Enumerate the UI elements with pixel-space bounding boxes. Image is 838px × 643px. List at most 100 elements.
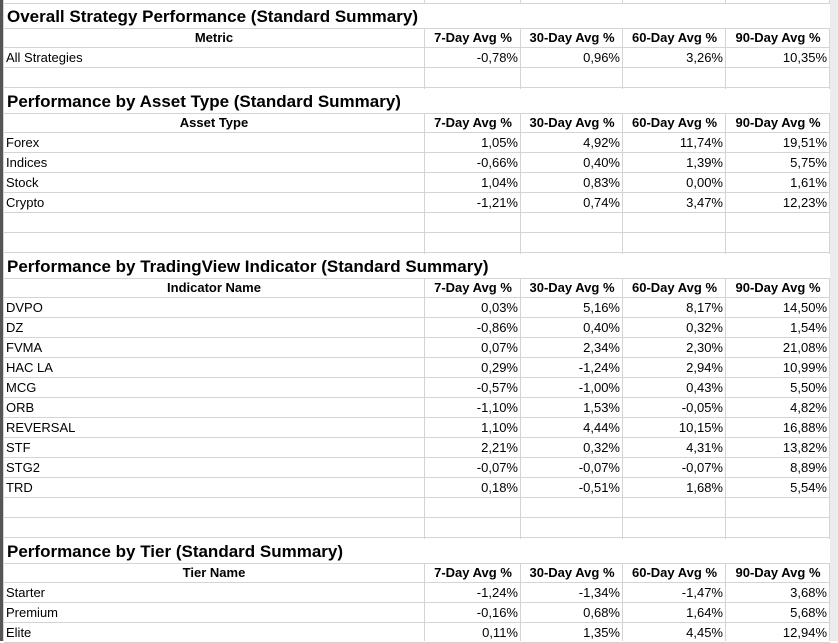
value-cell[interactable]: 0,32%	[583, 440, 620, 455]
value-cell[interactable]: -0,05%	[681, 400, 723, 415]
value-cell[interactable]: 4,45%	[686, 625, 723, 640]
empty-row[interactable]	[4, 213, 830, 233]
value-cell[interactable]: 3,68%	[790, 585, 827, 600]
value-cell[interactable]: 0,32%	[686, 320, 723, 335]
value-cell[interactable]: -1,24%	[476, 585, 518, 600]
value-cell[interactable]: 1,64%	[686, 605, 723, 620]
value-cell[interactable]: 0,68%	[583, 605, 620, 620]
value-cell[interactable]: 10,35%	[782, 50, 827, 65]
section-title-row[interactable]: Performance by Tier (Standard Summary)	[4, 539, 830, 564]
value-cell[interactable]: -0,07%	[681, 460, 723, 475]
value-cell[interactable]: -1,00%	[578, 380, 620, 395]
table-row[interactable]: REVERSAL 1,10% 4,44% 10,15% 16,88%	[4, 418, 830, 438]
table-row[interactable]: Crypto -1,21% 0,74% 3,47% 12,23%	[4, 193, 830, 213]
value-cell[interactable]: 2,34%	[583, 340, 620, 355]
empty-row[interactable]	[4, 498, 830, 518]
value-cell[interactable]: 12,23%	[782, 195, 827, 210]
value-cell[interactable]: 3,47%	[686, 195, 723, 210]
value-cell[interactable]: 2,21%	[481, 440, 518, 455]
table-row[interactable]: Starter -1,24% -1,34% -1,47% 3,68%	[4, 583, 830, 603]
empty-row[interactable]	[4, 233, 830, 253]
value-cell[interactable]: 0,00%	[686, 175, 723, 190]
column-header-row[interactable]: Indicator Name 7-Day Avg % 30-Day Avg % 60-…	[4, 278, 830, 298]
value-cell[interactable]: 0,18%	[481, 480, 518, 495]
value-cell[interactable]: 12,94%	[782, 625, 827, 640]
value-cell[interactable]: 21,08%	[782, 340, 827, 355]
value-cell[interactable]: -0,86%	[476, 320, 518, 335]
table-row[interactable]: Indices -0,66% 0,40% 1,39% 5,75%	[4, 153, 830, 173]
table-row[interactable]: ORB -1,10% 1,53% -0,05% 4,82%	[4, 398, 830, 418]
table-row[interactable]: All Strategies -0,78% 0,96% 3,26% 10,35%	[4, 48, 830, 68]
value-cell[interactable]: -1,10%	[476, 400, 518, 415]
value-cell[interactable]: 4,82%	[790, 400, 827, 415]
value-cell[interactable]: 11,74%	[679, 135, 723, 150]
value-cell[interactable]: 0,74%	[583, 195, 620, 210]
value-cell[interactable]: -1,24%	[578, 360, 620, 375]
value-cell[interactable]: -0,07%	[578, 460, 620, 475]
value-cell[interactable]: 1,35%	[583, 625, 620, 640]
value-cell[interactable]: 1,54%	[790, 320, 827, 335]
column-header-row[interactable]: Tier Name 7-Day Avg % 30-Day Avg % 60-Day A…	[4, 563, 830, 583]
table-row[interactable]: DZ -0,86% 0,40% 0,32% 1,54%	[4, 318, 830, 338]
value-cell[interactable]: 5,68%	[790, 605, 827, 620]
section-title-row[interactable]: Overall Strategy Performance (Standard S…	[4, 4, 830, 29]
table-row[interactable]: STG2 -0,07% -0,07% -0,07% 8,89%	[4, 458, 830, 478]
table-row[interactable]: Elite 0,11% 1,35% 4,45% 12,94%	[4, 623, 830, 643]
value-cell[interactable]: 5,16%	[583, 300, 620, 315]
section-title-row[interactable]: Performance by TradingView Indicator (St…	[4, 254, 830, 279]
value-cell[interactable]: -1,21%	[476, 195, 518, 210]
table-row[interactable]: DVPO 0,03% 5,16% 8,17% 14,50%	[4, 298, 830, 318]
value-cell[interactable]: 14,50%	[782, 300, 827, 315]
value-cell[interactable]: 0,40%	[583, 320, 620, 335]
table-row[interactable]: Premium -0,16% 0,68% 1,64% 5,68%	[4, 603, 830, 623]
value-cell[interactable]: 3,26%	[686, 50, 723, 65]
value-cell[interactable]: 10,15%	[678, 420, 723, 435]
value-cell[interactable]: -0,51%	[578, 480, 620, 495]
value-cell[interactable]: 1,68%	[686, 480, 723, 495]
value-cell[interactable]: 0,03%	[481, 300, 518, 315]
value-cell[interactable]: 0,96%	[583, 50, 620, 65]
value-cell[interactable]: 2,94%	[686, 360, 723, 375]
section-title-row[interactable]: Performance by Asset Type (Standard Summ…	[4, 89, 830, 114]
value-cell[interactable]: -0,16%	[476, 605, 518, 620]
value-cell[interactable]: 1,53%	[583, 400, 620, 415]
empty-row[interactable]	[4, 68, 830, 88]
value-cell[interactable]: 1,39%	[686, 155, 723, 170]
value-cell[interactable]: -0,66%	[476, 155, 518, 170]
column-header-row[interactable]: Asset Type 7-Day Avg % 30-Day Avg % 60-Day …	[4, 113, 830, 133]
value-cell[interactable]: -1,47%	[681, 585, 723, 600]
value-cell[interactable]: 10,99%	[782, 360, 827, 375]
value-cell[interactable]: 8,89%	[790, 460, 827, 475]
empty-row[interactable]	[4, 518, 830, 538]
value-cell[interactable]: 1,05%	[481, 135, 518, 150]
value-cell[interactable]: 0,40%	[583, 155, 620, 170]
table-row[interactable]: Forex 1,05% 4,92% 11,74% 19,51%	[4, 133, 830, 153]
value-cell[interactable]: 1,61%	[790, 175, 827, 190]
value-cell[interactable]: 4,92%	[583, 135, 620, 150]
value-cell[interactable]: 1,10%	[481, 420, 518, 435]
value-cell[interactable]: 0,11%	[482, 625, 518, 640]
value-cell[interactable]: 1,04%	[481, 175, 518, 190]
value-cell[interactable]: 16,88%	[782, 420, 827, 435]
column-header-row[interactable]: Metric 7-Day Avg % 30-Day Avg % 60-Day Avg …	[4, 28, 830, 48]
value-cell[interactable]: 5,54%	[790, 480, 827, 495]
table-row[interactable]: STF 2,21% 0,32% 4,31% 13,82%	[4, 438, 830, 458]
value-cell[interactable]: 13,82%	[782, 440, 827, 455]
value-cell[interactable]: 8,17%	[686, 300, 723, 315]
value-cell[interactable]: -0,07%	[476, 460, 518, 475]
value-cell[interactable]: -0,57%	[476, 380, 518, 395]
table-row[interactable]: MCG -0,57% -1,00% 0,43% 5,50%	[4, 378, 830, 398]
table-row[interactable]: TRD 0,18% -0,51% 1,68% 5,54%	[4, 478, 830, 498]
value-cell[interactable]: 0,43%	[686, 380, 723, 395]
value-cell[interactable]: 0,83%	[583, 175, 620, 190]
table-row[interactable]: HAC LA 0,29% -1,24% 2,94% 10,99%	[4, 358, 830, 378]
value-cell[interactable]: 0,29%	[481, 360, 518, 375]
value-cell[interactable]: -1,34%	[578, 585, 620, 600]
value-cell[interactable]: 4,31%	[686, 440, 723, 455]
value-cell[interactable]: 5,50%	[790, 380, 827, 395]
value-cell[interactable]: -0,78%	[476, 50, 518, 65]
value-cell[interactable]: 19,51%	[782, 135, 827, 150]
value-cell[interactable]: 4,44%	[583, 420, 620, 435]
value-cell[interactable]: 2,30%	[686, 340, 723, 355]
table-row[interactable]: FVMA 0,07% 2,34% 2,30% 21,08%	[4, 338, 830, 358]
